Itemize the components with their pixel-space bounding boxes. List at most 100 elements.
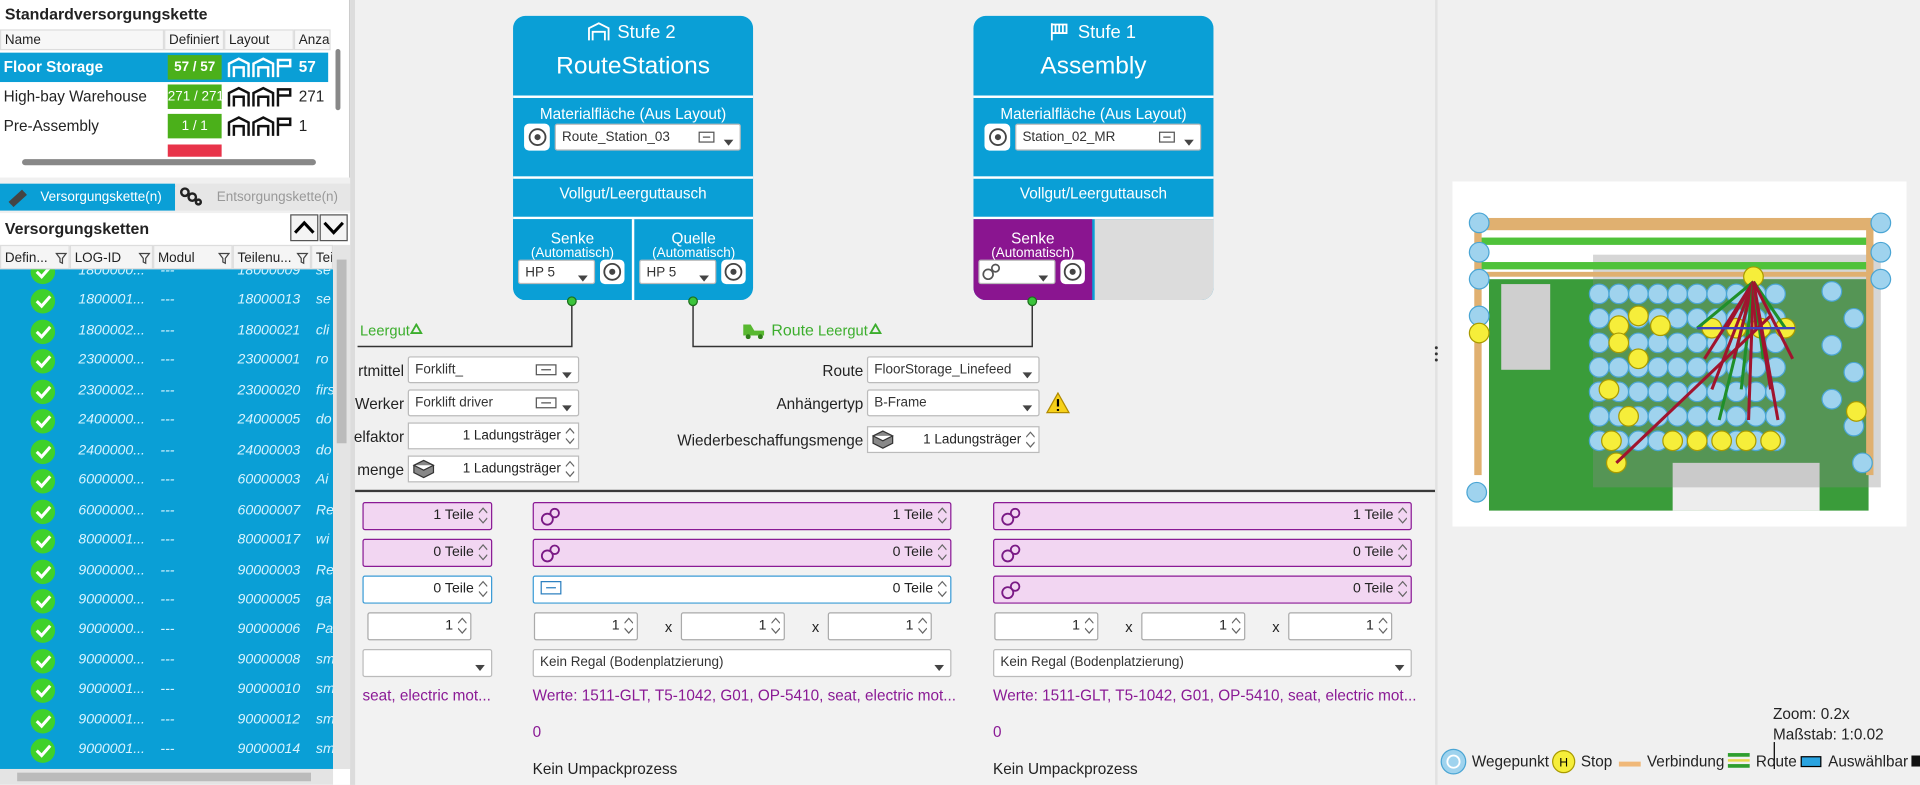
quantity-input[interactable]: 1 Teile xyxy=(362,502,493,531)
target-button[interactable] xyxy=(1060,259,1085,285)
splitter[interactable] xyxy=(350,0,356,785)
form-dropdown[interactable]: Forklift driver xyxy=(407,389,580,417)
legend-label: Wegepunkt xyxy=(1471,753,1549,771)
log-id: 8000001... xyxy=(78,532,145,548)
module: --- xyxy=(160,472,175,488)
chain-row[interactable]: 1800000... --- 18000009 se xyxy=(0,269,333,286)
sort-down[interactable] xyxy=(319,214,348,242)
area-dropdown[interactable]: Station_02_MR xyxy=(1015,123,1202,151)
column-header: Anza xyxy=(293,29,331,51)
quantity-input[interactable]: 1 Teile xyxy=(532,502,952,531)
chain-row[interactable]: 9000001... --- 90000012 sm xyxy=(0,706,333,735)
chain-row[interactable]: 6000000... --- 60000003 Ai xyxy=(0,467,333,496)
table-row[interactable]: High-bay Warehouse 271 / 271 271 xyxy=(0,82,328,111)
splitter-handle xyxy=(1434,345,1439,366)
spin-input[interactable]: 1 Ladungsträger xyxy=(866,426,1040,454)
quantity-input[interactable]: 0 Teile xyxy=(532,575,952,604)
target-button[interactable] xyxy=(524,123,550,151)
part-number: 90000008 xyxy=(237,652,301,668)
module: --- xyxy=(160,502,175,518)
spin-input[interactable]: 1 Ladungsträger xyxy=(407,455,580,483)
column-header[interactable]: Modul xyxy=(153,244,233,270)
shelf-dropdown[interactable]: Kein Regal (Bodenplatzierung) xyxy=(993,648,1412,678)
row-name: Floor Storage xyxy=(3,58,104,76)
chain-row[interactable]: 1800001... --- 18000013 se xyxy=(0,287,333,316)
v-scroll-thumb[interactable] xyxy=(336,259,347,444)
chain-row[interactable]: 9000000... --- 90000005 ga xyxy=(0,586,333,615)
h-scroll-thumb[interactable] xyxy=(17,772,312,782)
shelf-dropdown[interactable] xyxy=(362,648,493,678)
chain-row[interactable]: 2300002... --- 23000020 firs xyxy=(0,377,333,406)
dimension-input[interactable]: 1 xyxy=(1288,612,1393,641)
divider xyxy=(513,95,754,98)
quantity-input[interactable]: 0 Teile xyxy=(532,538,952,567)
spin-arrows xyxy=(478,542,488,565)
chain-row[interactable]: 8000001... --- 80000017 wi xyxy=(0,527,333,556)
quantity-input[interactable]: 0 Teile xyxy=(362,538,493,567)
worker-icon xyxy=(1000,580,1022,603)
chain-row[interactable]: 2300000... --- 23000001 ro xyxy=(0,347,333,376)
column-header[interactable]: Teilenu... xyxy=(232,244,312,270)
chain-row[interactable]: 2400000... --- 24000005 do xyxy=(0,407,333,436)
sink-box: Senke (Automatisch) HP 5 xyxy=(513,219,632,301)
source-dropdown[interactable]: HP 5 xyxy=(639,259,717,285)
log-id: 6000000... xyxy=(78,502,145,518)
dimension-input[interactable]: 1 xyxy=(827,612,932,641)
tab-supply[interactable]: Versorgungskette(n) xyxy=(0,183,176,211)
spin-arrows xyxy=(565,459,575,482)
right-splitter[interactable] xyxy=(1435,0,1438,785)
form-dropdown[interactable]: B-Frame xyxy=(866,389,1040,417)
dimension-separator: x xyxy=(811,618,820,636)
dimension-input[interactable]: 1 xyxy=(367,612,472,641)
module: --- xyxy=(160,442,175,458)
dimension-input[interactable]: 1 xyxy=(533,612,638,641)
spin-arrows xyxy=(1025,430,1036,453)
quantity-input[interactable]: 0 Teile xyxy=(362,575,493,604)
quantity-input[interactable]: 0 Teile xyxy=(993,575,1412,604)
chain-row[interactable]: 6000000... --- 60000007 Re xyxy=(0,497,333,526)
spin-arrows xyxy=(1378,616,1388,639)
quantity-input[interactable]: 1 Teile xyxy=(993,502,1412,531)
worker-icon xyxy=(1000,544,1022,567)
form-dropdown[interactable]: FloorStorage_Linefeed xyxy=(866,356,1040,384)
column-header[interactable]: Teil xyxy=(311,244,334,270)
target-button[interactable] xyxy=(721,259,746,285)
tab-disposal[interactable]: Entsorgungskette(n) xyxy=(175,183,351,211)
legend-icon xyxy=(1618,756,1641,773)
dimension-input[interactable]: 1 xyxy=(1141,612,1246,641)
chain-row[interactable]: 9000000... --- 90000003 Re xyxy=(0,557,333,586)
table-row[interactable]: Floor Storage 57 / 57 57 xyxy=(0,52,329,83)
legend-icon xyxy=(1727,752,1750,773)
sink-dropdown[interactable] xyxy=(978,259,1056,285)
chain-row[interactable]: 9000000... --- 90000008 sm xyxy=(0,646,333,675)
scale-text: Maßstab: 1:0.02 xyxy=(1773,726,1884,744)
v-scrollbar[interactable] xyxy=(335,48,341,111)
dimension-input[interactable]: 1 xyxy=(994,612,1099,641)
quantity-input[interactable]: 0 Teile xyxy=(993,538,1412,567)
sort-up[interactable] xyxy=(290,214,319,242)
shelf-dropdown[interactable]: Kein Regal (Bodenplatzierung) xyxy=(532,648,952,678)
part-name: wi xyxy=(315,532,330,548)
sink-dropdown[interactable]: HP 5 xyxy=(517,259,596,285)
column-header[interactable]: LOG-ID xyxy=(69,244,154,270)
spin-input[interactable]: 1 Ladungsträger xyxy=(407,422,580,450)
spin-arrows xyxy=(917,616,928,639)
target-button[interactable] xyxy=(984,123,1011,151)
form-dropdown[interactable]: Forklift_ xyxy=(407,356,580,384)
target-button[interactable] xyxy=(600,259,625,285)
chain-row[interactable]: 9000001... --- 90000014 sm xyxy=(0,736,333,765)
count-text: 0 xyxy=(993,723,1002,741)
table-row[interactable]: Pre-Assembly 1 / 1 1 xyxy=(0,111,328,140)
chain-row[interactable]: 9000001... --- 90000010 sm xyxy=(0,676,333,705)
chain-row[interactable]: 1800002... --- 18000021 cli xyxy=(0,317,333,346)
part-number: 90000005 xyxy=(237,592,301,608)
chain-row[interactable]: 2400000... --- 24000003 do xyxy=(0,437,333,466)
h-scrollbar[interactable] xyxy=(22,159,316,166)
cut-row-cell xyxy=(167,144,222,157)
sink-label: Senke xyxy=(1011,230,1055,248)
dimension-input[interactable]: 1 xyxy=(680,612,785,641)
filter-icon xyxy=(138,252,151,268)
area-dropdown[interactable]: Route_Station_03 xyxy=(554,123,741,151)
sink-mode: (Automatisch) xyxy=(991,246,1075,261)
chain-row[interactable]: 9000000... --- 90000006 Pa xyxy=(0,616,333,645)
